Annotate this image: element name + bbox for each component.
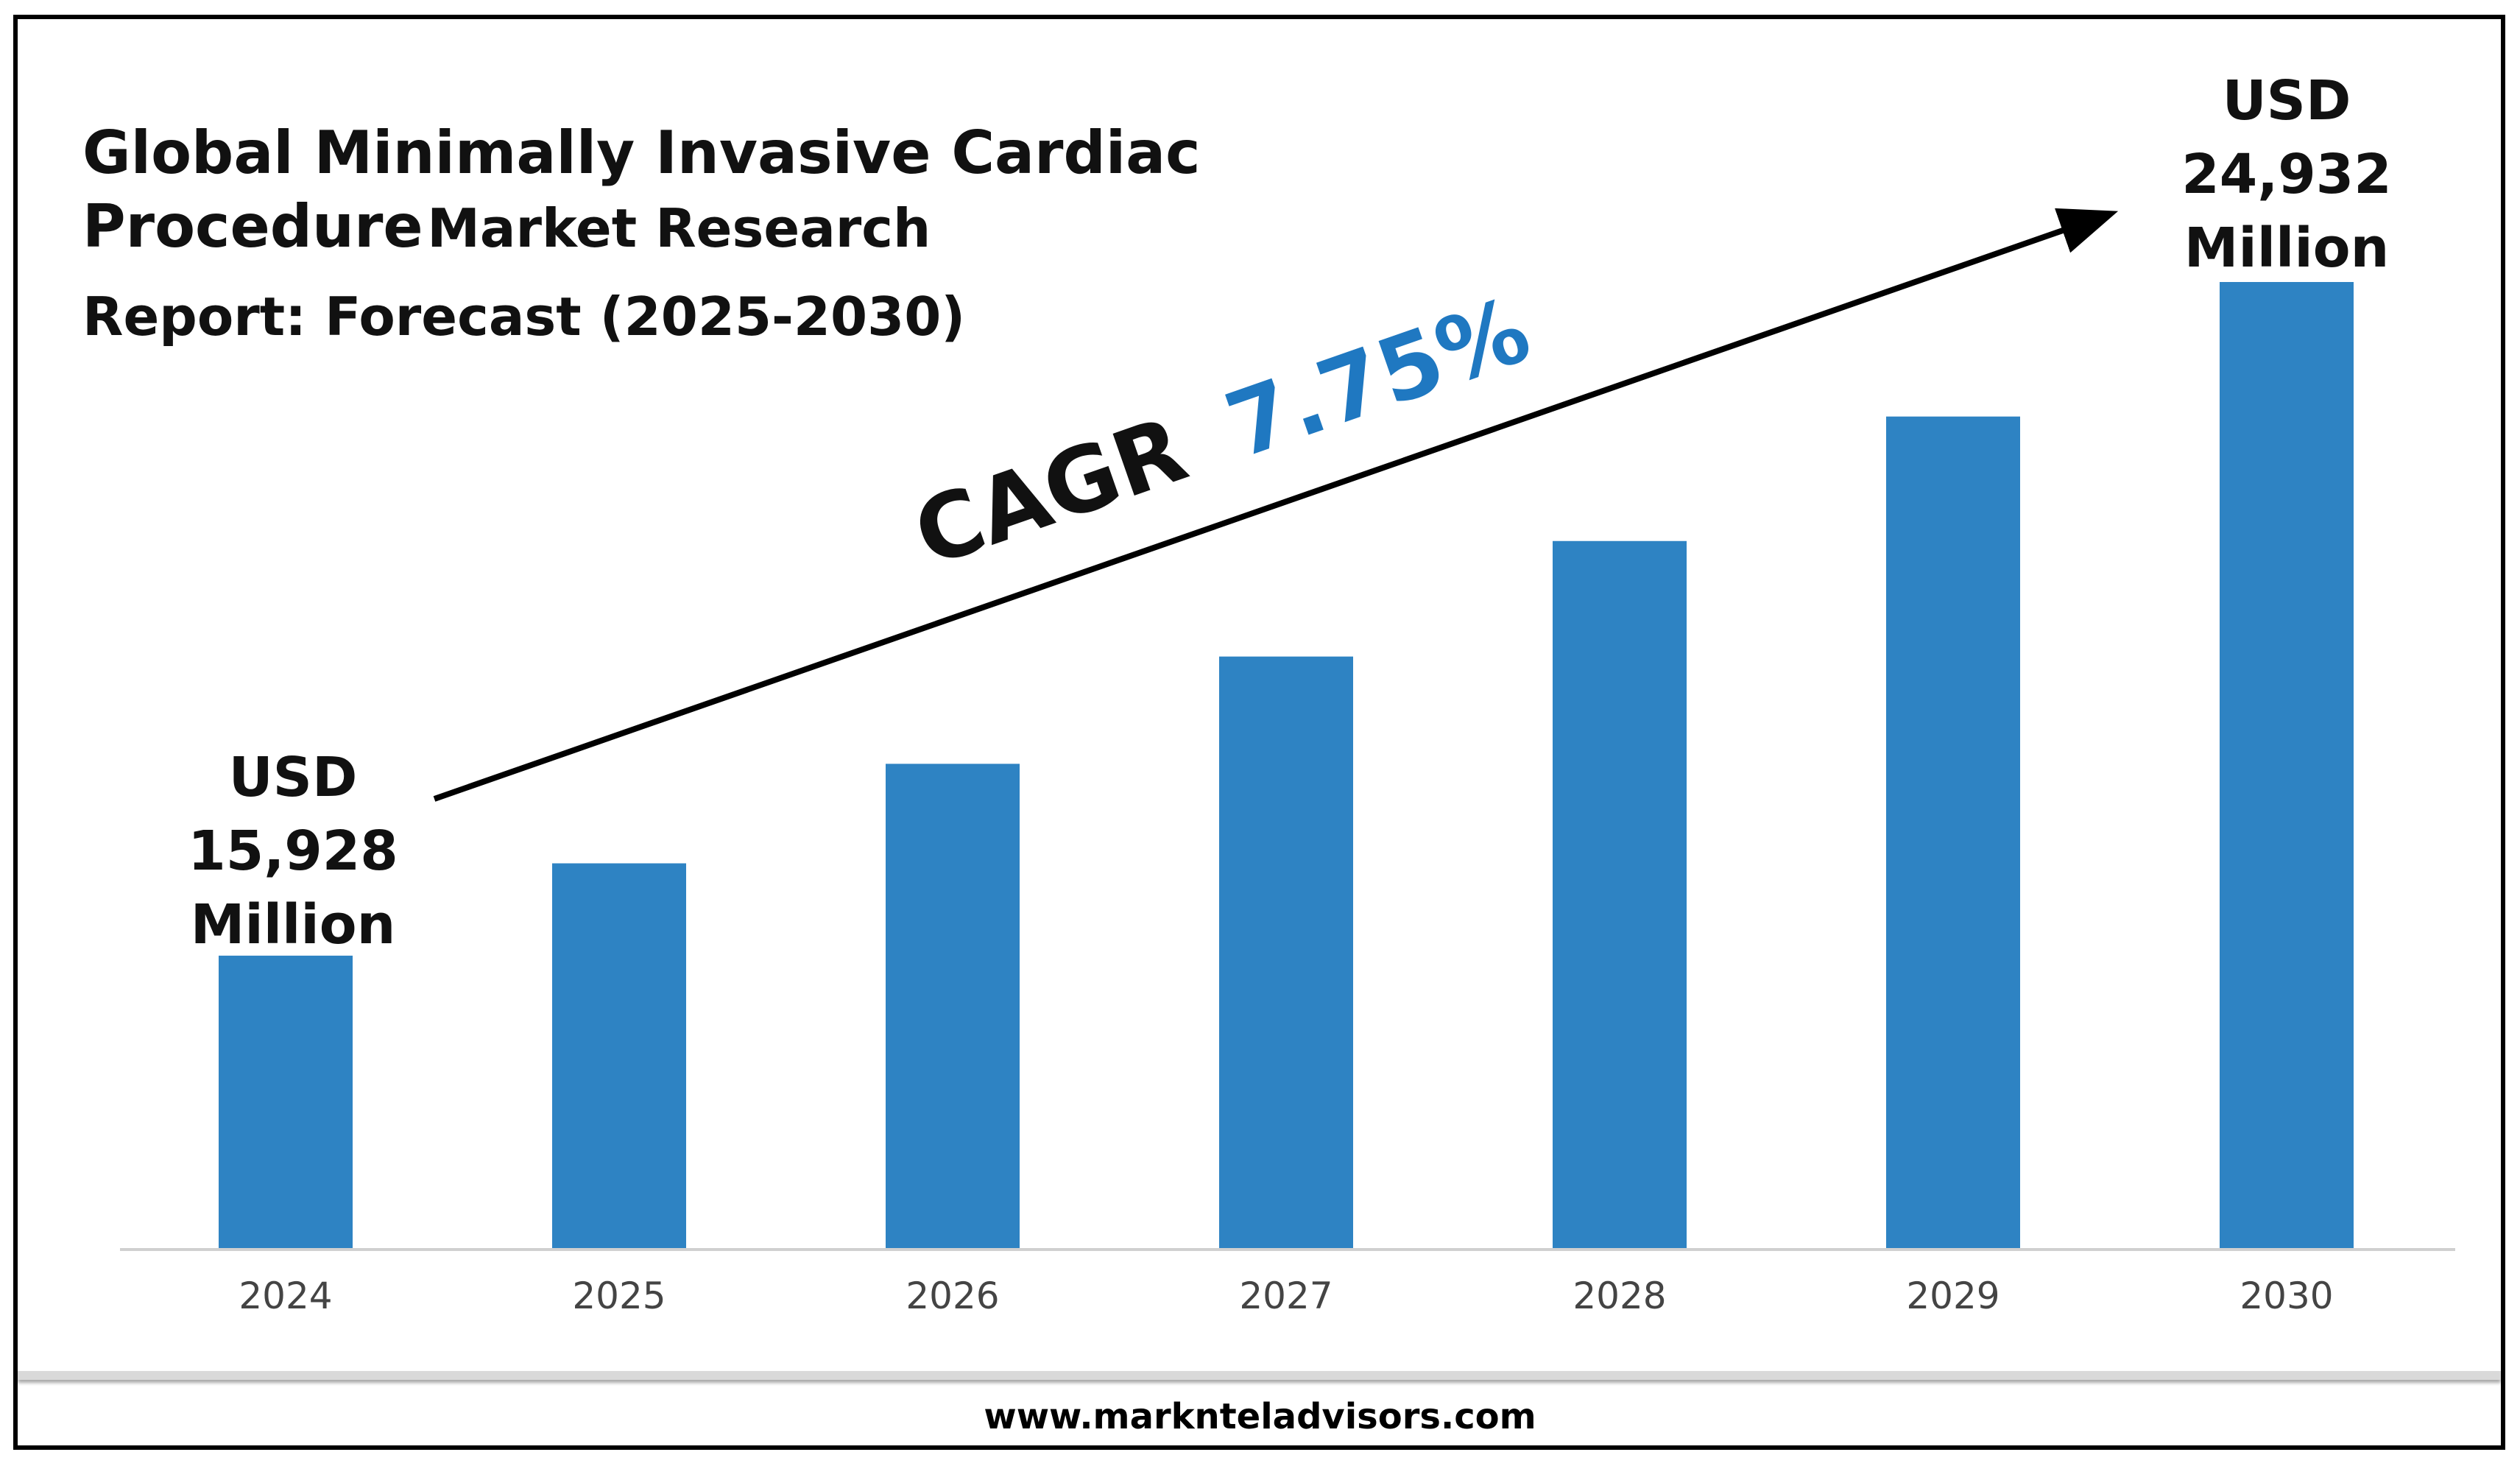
footer-divider (18, 1371, 2501, 1380)
title-line-2-highlight: Procedure (82, 192, 423, 261)
title-line-2-rest: Market Research (427, 197, 931, 259)
bar-2024 (219, 955, 353, 1250)
chart-title: Global Minimally Invasive Cardiac Proced… (82, 116, 1201, 353)
bar-2026 (886, 764, 1020, 1250)
x-tick-label-2028: 2028 (1573, 1275, 1666, 1317)
x-tick-label-2026: 2026 (906, 1275, 999, 1317)
footer-website: www.marknteladvisors.com (984, 1396, 1536, 1437)
bar-2030 (2220, 282, 2354, 1250)
bar-2028 (1553, 540, 1687, 1250)
x-tick-label-2030: 2030 (2240, 1275, 2333, 1317)
bar-2025 (552, 863, 686, 1250)
end-value-label-line-3: Million (2184, 216, 2390, 280)
title-line-3: Report: Forecast (2025-2030) (82, 286, 966, 348)
cagr-prefix: CAGR (902, 397, 1199, 587)
end-value-label-line-1: USD (2223, 69, 2351, 133)
x-tick-label-2025: 2025 (572, 1275, 666, 1317)
cagr-value: 7.75% (1213, 278, 1542, 479)
bar-2029 (1886, 416, 2020, 1250)
x-tick-label-2027: 2027 (1239, 1275, 1333, 1317)
x-tick-label-2029: 2029 (1906, 1275, 2000, 1317)
end-value-label-line-2: 24,932 (2181, 143, 2392, 206)
bar-2027 (1219, 656, 1353, 1250)
growth-arrow (433, 208, 2119, 802)
x-tick-label-2024: 2024 (239, 1275, 332, 1317)
start-value-label-line-1: USD (229, 746, 358, 809)
start-value-label-line-2: 15,928 (188, 820, 398, 883)
title-line-1: Global Minimally Invasive Cardiac (82, 119, 1201, 187)
start-value-label-line-3: Million (191, 893, 396, 956)
